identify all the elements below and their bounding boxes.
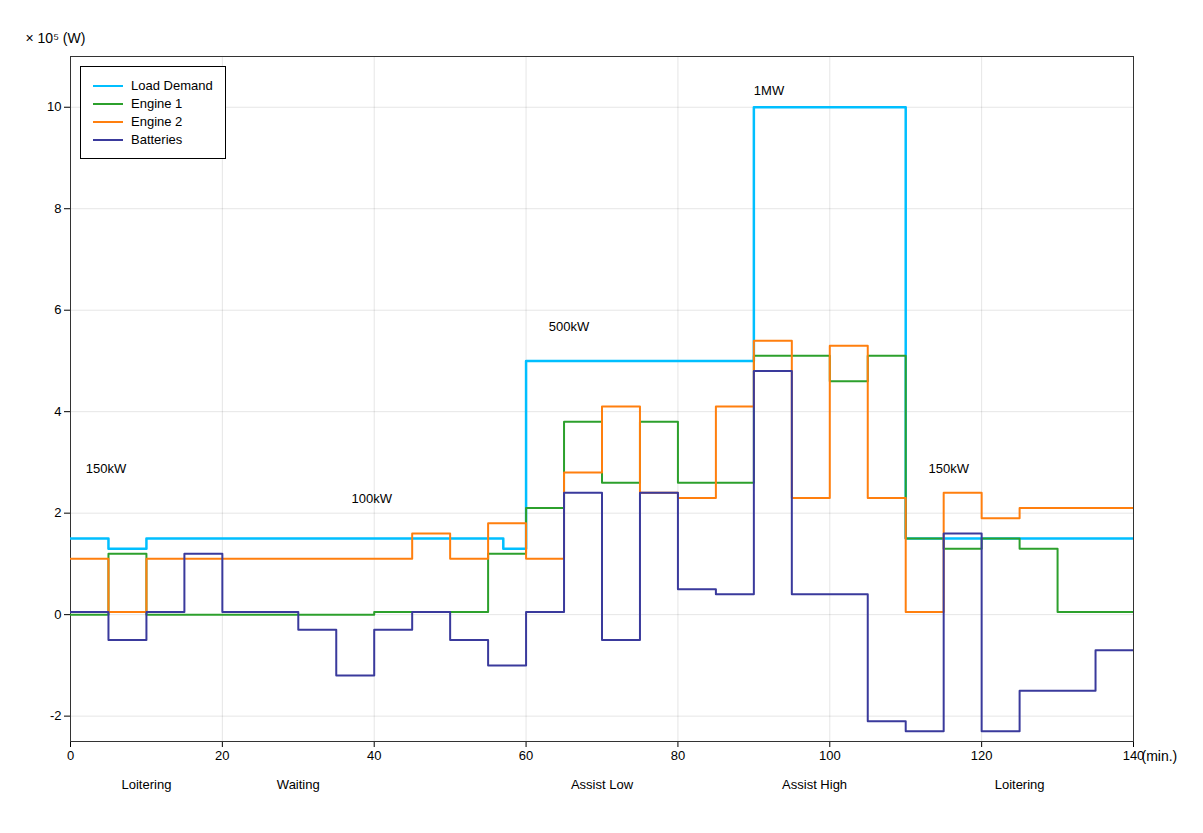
html-text:Engine 2: Engine 2 xyxy=(131,114,183,129)
svg-text:150kW: 150kW xyxy=(928,461,969,476)
svg-text:500kW: 500kW xyxy=(549,319,590,334)
svg-text:8: 8 xyxy=(54,201,61,216)
svg-text:Loitering: Loitering xyxy=(121,777,171,792)
svg-text:6: 6 xyxy=(54,302,61,317)
svg-text:0: 0 xyxy=(67,748,74,763)
svg-text:Assist High: Assist High xyxy=(782,777,847,792)
svg-text:1MW: 1MW xyxy=(754,83,785,98)
svg-text:20: 20 xyxy=(215,748,229,763)
html-text:Batteries: Batteries xyxy=(131,132,183,147)
svg-text:× 10⁵ (W): × 10⁵ (W) xyxy=(26,30,86,46)
svg-text:0: 0 xyxy=(54,607,61,622)
svg-text:(min.): (min.) xyxy=(1142,748,1178,764)
html-text:Load Demand: Load Demand xyxy=(131,78,213,93)
svg-text:Assist Low: Assist Low xyxy=(571,777,634,792)
html-text:Engine 1: Engine 1 xyxy=(131,96,183,111)
svg-text:-2: -2 xyxy=(50,708,62,723)
svg-text:100: 100 xyxy=(819,748,841,763)
svg-text:Waiting: Waiting xyxy=(277,777,320,792)
svg-text:140: 140 xyxy=(1122,747,1145,763)
svg-text:40: 40 xyxy=(367,748,381,763)
svg-text:4: 4 xyxy=(54,404,61,419)
svg-text:60: 60 xyxy=(519,748,533,763)
svg-text:Loitering: Loitering xyxy=(995,777,1045,792)
svg-text:150kW: 150kW xyxy=(86,461,127,476)
svg-text:100kW: 100kW xyxy=(351,491,392,506)
svg-text:10: 10 xyxy=(47,99,61,114)
svg-text:120: 120 xyxy=(971,748,993,763)
svg-text:80: 80 xyxy=(671,748,685,763)
svg-text:2: 2 xyxy=(54,505,61,520)
